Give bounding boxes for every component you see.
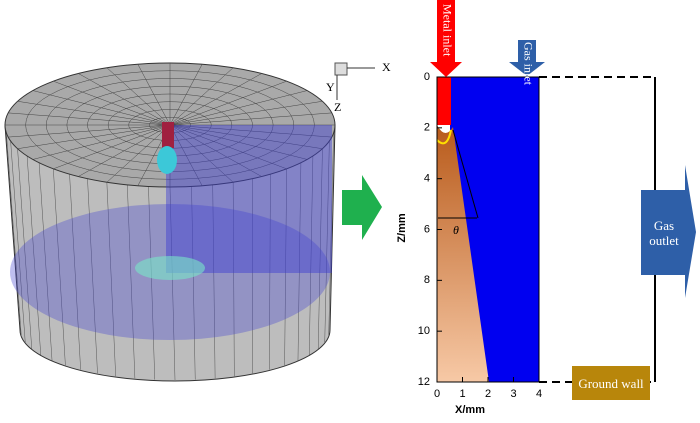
mesh-line (38, 162, 53, 361)
mesh-line (10, 141, 26, 343)
mesh-spoke (169, 124, 234, 183)
mesh-spoke (169, 112, 332, 126)
mesh-line (106, 182, 116, 377)
z-tick-label: 10 (418, 325, 430, 337)
x-tick-label: 3 (510, 388, 516, 400)
z-tick-label: 12 (418, 376, 430, 388)
mesh-line (127, 184, 136, 379)
mesh-spoke (169, 124, 262, 177)
x-tick-label: 2 (485, 388, 491, 400)
metal-inlet: Metal inlet (440, 4, 454, 57)
mesh-line (69, 174, 81, 370)
mesh-line (308, 155, 314, 356)
mesh-spoke (169, 124, 203, 186)
z-tick-label: 8 (424, 274, 430, 286)
x-tick-label: 1 (459, 388, 465, 400)
mesh-line (212, 184, 216, 379)
mesh-line (232, 182, 235, 377)
mesh-spoke (106, 124, 171, 183)
cone-edge (452, 129, 479, 219)
mesh-spoke (53, 124, 171, 170)
angle: θ (453, 223, 459, 237)
mesh-spoke (8, 112, 171, 126)
mesh-spoke (32, 124, 171, 160)
z-tick-label: 4 (424, 173, 430, 185)
triad (334, 62, 348, 76)
mesh-spoke (169, 90, 308, 126)
arrow (342, 175, 382, 240)
metal-arrow (430, 0, 462, 77)
mesh-spoke (78, 124, 171, 177)
x-tick-label: 4 (536, 388, 542, 400)
z-tick-label: 6 (424, 223, 430, 235)
droplet (157, 146, 177, 174)
mesh-spoke (169, 124, 323, 149)
symmetry-plane (166, 125, 332, 273)
mesh-spoke (169, 124, 332, 138)
outlet-arrow (641, 165, 696, 298)
mesh-line (191, 186, 196, 380)
mesh-spoke (169, 124, 308, 160)
interface (436, 129, 452, 145)
axis-x: X (382, 60, 391, 74)
mesh-line (26, 155, 42, 356)
gas-inlet: Gas inlet (521, 42, 535, 86)
top-mesh (5, 63, 335, 187)
nozzle (162, 122, 174, 148)
mesh-line (169, 186, 176, 381)
mesh-line (269, 174, 271, 370)
mesh-line (87, 178, 98, 374)
mesh-spoke (169, 80, 287, 126)
mesh-spoke (32, 90, 171, 126)
mesh-spoke (137, 64, 171, 126)
mesh-spoke (169, 64, 203, 126)
mesh-line (53, 168, 66, 366)
mesh-line (317, 148, 323, 350)
axis-z: Z (334, 100, 341, 114)
cone (437, 125, 489, 382)
mesh-spoke (8, 124, 171, 138)
mesh-spoke (53, 80, 171, 126)
gas-outlet: Gas outlet (649, 217, 679, 248)
mesh (6, 133, 334, 381)
z-tick-label: 0 (424, 71, 430, 83)
mesh-spoke (169, 101, 323, 126)
mesh-line (284, 168, 287, 366)
mesh-line (297, 162, 302, 361)
mesh-spoke (106, 67, 171, 126)
deposit (135, 256, 205, 280)
mesh-line (6, 133, 22, 337)
mesh-line (328, 133, 334, 337)
mesh-spoke (78, 73, 171, 126)
x-tick-label: 0 (434, 388, 440, 400)
x-label: X/mm (455, 404, 485, 416)
mesh-spoke (169, 124, 287, 170)
axis-y: Y (326, 80, 335, 94)
mesh-spoke (169, 67, 234, 126)
gas-arrow (509, 40, 545, 76)
z-label: Z/mm (396, 213, 408, 243)
mesh-spoke (17, 124, 171, 149)
mesh-line (17, 148, 33, 350)
mesh-spoke (169, 73, 262, 126)
z-tick-label: 2 (424, 122, 430, 134)
mesh-line (324, 141, 330, 343)
ground-wall: Ground wall (572, 366, 650, 400)
mesh-line (148, 186, 156, 380)
metal-region (437, 77, 451, 125)
mesh-spoke (17, 101, 171, 126)
